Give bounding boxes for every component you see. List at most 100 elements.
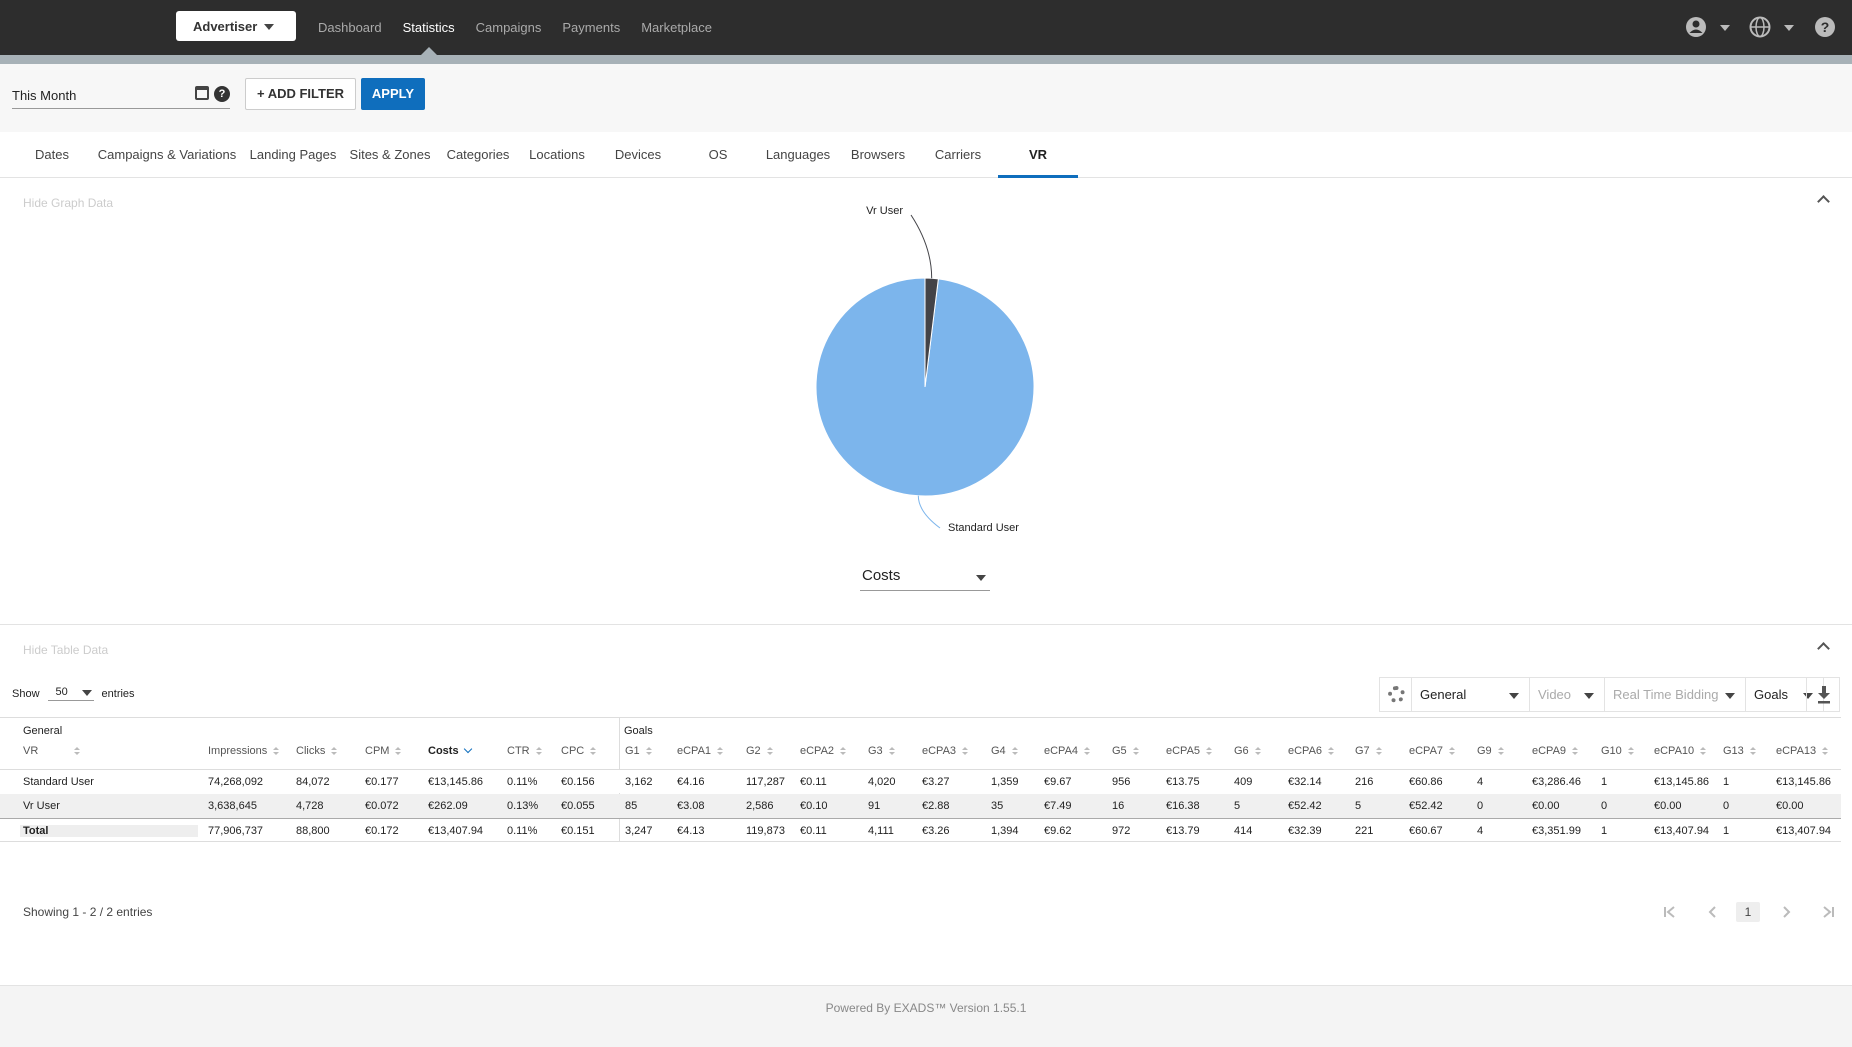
column-set-general[interactable]: General (1412, 678, 1530, 711)
cell-ecpa7: €52.42 (1409, 800, 1443, 812)
report-tabs: Dates Campaigns & Variations Landing Pag… (0, 132, 1852, 178)
nav-statistics[interactable]: Statistics (403, 0, 455, 55)
column-header-cpm[interactable]: CPM (365, 745, 402, 757)
column-header-ecpa4[interactable]: eCPA4 (1044, 745, 1091, 757)
column-header-g5[interactable]: G5 (1112, 745, 1139, 757)
chevron-down-icon (1725, 693, 1735, 699)
column-header-g13[interactable]: G13 (1723, 745, 1756, 757)
svg-text:?: ? (1821, 19, 1830, 35)
current-page-button[interactable]: 1 (1736, 902, 1760, 922)
nav-campaigns[interactable]: Campaigns (475, 20, 542, 35)
column-header-label: eCPA5 (1166, 745, 1201, 757)
column-header-cpc[interactable]: CPC (561, 745, 597, 757)
column-header-ecpa2[interactable]: eCPA2 (800, 745, 847, 757)
calendar-icon[interactable] (195, 86, 209, 100)
column-header-label: eCPA7 (1409, 745, 1444, 757)
cell-ecpa3: €2.88 (922, 800, 950, 812)
column-header-costs[interactable]: Costs (428, 744, 472, 757)
column-set-label: General (1420, 687, 1467, 702)
column-header-ecpa3[interactable]: eCPA3 (922, 745, 969, 757)
apply-button[interactable]: APPLY (361, 78, 425, 110)
tab-campaigns-variations[interactable]: Campaigns & Variations (97, 147, 237, 162)
group-label-general: General (23, 725, 63, 737)
column-header-impressions[interactable]: Impressions (208, 745, 280, 757)
help-icon[interactable]: ? (1814, 16, 1836, 38)
column-header-g4[interactable]: G4 (991, 745, 1018, 757)
cell-g13: 1 (1723, 825, 1730, 837)
column-header-ecpa10[interactable]: eCPA10 (1654, 745, 1707, 757)
chevron-down-icon (1720, 25, 1730, 31)
column-header-g10[interactable]: G10 (1601, 745, 1634, 757)
cell-g13: 0 (1723, 800, 1730, 812)
last-page-icon[interactable] (1822, 905, 1836, 919)
column-header-label: eCPA1 (677, 745, 712, 757)
column-header-vr[interactable]: VR (23, 745, 81, 757)
column-header-ctr[interactable]: CTR (507, 745, 542, 757)
first-page-icon[interactable] (1662, 905, 1676, 919)
entries-select[interactable]: 50 (47, 686, 94, 701)
metric-select[interactable]: Costs (860, 563, 990, 591)
next-page-icon[interactable] (1779, 905, 1793, 919)
tab-landing-pages[interactable]: Landing Pages (249, 147, 337, 162)
tab-os[interactable]: OS (708, 147, 728, 162)
tab-browsers[interactable]: Browsers (850, 147, 906, 162)
table-total-row: Total 77,906,737 88,800 €0.172 €13,407.94 0.1… (0, 818, 1841, 842)
column-header-ecpa6[interactable]: eCPA6 (1288, 745, 1335, 757)
nav-payments[interactable]: Payments (562, 20, 621, 35)
cell-cpc: €0.151 (561, 825, 595, 837)
tab-vr[interactable]: VR (998, 132, 1078, 178)
column-header-g9[interactable]: G9 (1477, 745, 1504, 757)
nav-marketplace[interactable]: Marketplace (641, 20, 713, 35)
chevron-up-icon[interactable] (1817, 642, 1830, 655)
cell-ecpa4: €9.62 (1044, 825, 1072, 837)
question-icon[interactable]: ? (214, 86, 230, 102)
sort-icon (1449, 746, 1456, 756)
column-header-ecpa1[interactable]: eCPA1 (677, 745, 724, 757)
cell-g7: 216 (1355, 776, 1374, 788)
nav-dashboard[interactable]: Dashboard (318, 20, 382, 35)
cell-ecpa5: €13.79 (1166, 825, 1200, 837)
column-header-label: Impressions (208, 745, 268, 757)
tab-locations[interactable]: Locations (529, 147, 585, 162)
tab-devices[interactable]: Devices (614, 147, 662, 162)
sort-icon (888, 746, 895, 756)
sort-icon (717, 746, 724, 756)
column-header-g1[interactable]: G1 (625, 745, 652, 757)
tab-languages[interactable]: Languages (765, 147, 831, 162)
column-set-label: Video (1538, 687, 1572, 702)
column-header-ecpa5[interactable]: eCPA5 (1166, 745, 1213, 757)
column-set-rtb[interactable]: Real Time Bidding (1605, 678, 1746, 711)
column-set-video[interactable]: Video (1530, 678, 1605, 711)
column-set-goals[interactable]: Goals (1746, 678, 1823, 711)
cell-g6: 409 (1234, 776, 1253, 788)
column-header-label: eCPA4 (1044, 745, 1079, 757)
cell-g1: 3,162 (625, 776, 653, 788)
hide-graph-toggle[interactable]: Hide Graph Data (23, 196, 114, 210)
date-range-input[interactable]: This Month (12, 85, 230, 109)
column-header-g6[interactable]: G6 (1234, 745, 1261, 757)
role-selector[interactable]: Advertiser (176, 11, 296, 41)
download-button[interactable] (1806, 677, 1840, 712)
column-settings-button[interactable] (1380, 678, 1412, 711)
column-header-g3[interactable]: G3 (868, 745, 895, 757)
cell-ecpa13: €13,407.94 (1776, 825, 1832, 837)
tab-categories[interactable]: Categories (446, 147, 510, 162)
tab-carriers[interactable]: Carriers (934, 147, 982, 162)
cell-ecpa9: €3,286.46 (1532, 776, 1581, 788)
column-header-g7[interactable]: G7 (1355, 745, 1382, 757)
add-filter-button[interactable]: + ADD FILTER (245, 78, 356, 110)
cell-g3: 91 (868, 800, 881, 812)
hide-table-toggle[interactable]: Hide Table Data (23, 643, 109, 657)
tab-sites-zones[interactable]: Sites & Zones (349, 147, 431, 162)
metric-select-value: Costs (862, 567, 901, 584)
prev-page-icon[interactable] (1706, 905, 1720, 919)
column-header-ecpa7[interactable]: eCPA7 (1409, 745, 1456, 757)
column-header-ecpa13[interactable]: eCPA13 (1776, 745, 1829, 757)
column-header-clicks[interactable]: Clicks (296, 745, 338, 757)
column-set-label: Real Time Bidding (1613, 687, 1719, 702)
tab-dates[interactable]: Dates (35, 147, 69, 162)
group-label-goals: Goals (624, 725, 653, 737)
column-header-ecpa9[interactable]: eCPA9 (1532, 745, 1579, 757)
main-nav: Dashboard Statistics Campaigns Payments … (318, 0, 733, 55)
column-header-g2[interactable]: G2 (746, 745, 773, 757)
